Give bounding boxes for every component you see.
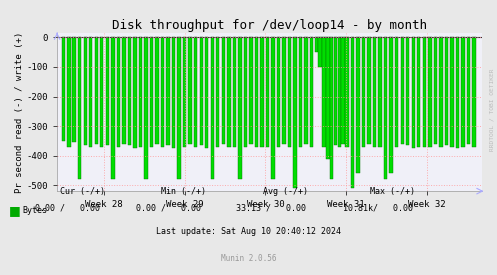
- Bar: [373, 37, 376, 147]
- Bar: [139, 37, 142, 147]
- Bar: [384, 37, 387, 179]
- Y-axis label: Pr second read (-) / write (+): Pr second read (-) / write (+): [15, 31, 24, 193]
- Bar: [277, 37, 280, 147]
- Bar: [310, 37, 314, 147]
- Bar: [144, 37, 148, 179]
- Bar: [233, 37, 236, 147]
- Bar: [472, 37, 476, 147]
- Bar: [100, 37, 103, 147]
- Bar: [89, 37, 92, 147]
- Bar: [288, 37, 291, 147]
- Bar: [305, 37, 308, 144]
- Bar: [362, 37, 365, 147]
- Bar: [401, 37, 404, 144]
- Text: 0.00 /   0.00: 0.00 / 0.00: [35, 204, 99, 212]
- Bar: [323, 37, 326, 147]
- Text: RRDTOOL / TOBI OETIKER: RRDTOOL / TOBI OETIKER: [490, 69, 495, 151]
- Bar: [222, 37, 225, 144]
- Bar: [227, 37, 231, 147]
- Bar: [255, 37, 258, 147]
- Bar: [68, 37, 71, 147]
- Text: Min (-/+): Min (-/+): [162, 187, 206, 196]
- Bar: [216, 37, 220, 147]
- Bar: [315, 37, 318, 52]
- Bar: [249, 37, 252, 144]
- Bar: [188, 37, 192, 144]
- Bar: [105, 37, 109, 145]
- Bar: [326, 37, 330, 159]
- Bar: [194, 37, 197, 147]
- Bar: [341, 37, 345, 144]
- Bar: [293, 37, 297, 188]
- Bar: [282, 37, 286, 144]
- Bar: [428, 37, 431, 147]
- Bar: [337, 37, 341, 147]
- Bar: [83, 37, 87, 145]
- Text: 0.00 /   0.00: 0.00 / 0.00: [137, 204, 201, 212]
- Bar: [133, 37, 137, 148]
- Bar: [78, 37, 82, 179]
- Bar: [266, 37, 269, 147]
- Bar: [395, 37, 399, 147]
- Bar: [177, 37, 181, 179]
- Bar: [94, 37, 98, 144]
- Bar: [319, 37, 322, 67]
- Bar: [439, 37, 442, 147]
- Bar: [299, 37, 302, 147]
- Bar: [417, 37, 420, 147]
- Bar: [467, 37, 470, 144]
- Bar: [351, 37, 354, 188]
- Bar: [161, 37, 164, 147]
- Bar: [156, 37, 159, 144]
- Bar: [211, 37, 214, 179]
- Bar: [345, 37, 349, 147]
- Bar: [183, 37, 186, 147]
- Bar: [199, 37, 203, 145]
- Bar: [456, 37, 459, 148]
- Text: Last update: Sat Aug 10 20:40:12 2024: Last update: Sat Aug 10 20:40:12 2024: [156, 227, 341, 235]
- Text: Bytes: Bytes: [22, 206, 47, 215]
- Bar: [260, 37, 264, 147]
- Bar: [422, 37, 426, 147]
- Bar: [111, 37, 114, 179]
- Text: 33.13 /   0.00: 33.13 / 0.00: [236, 204, 306, 212]
- Bar: [205, 37, 208, 148]
- Bar: [238, 37, 242, 179]
- Text: 10.81k/   0.00: 10.81k/ 0.00: [343, 204, 413, 212]
- Bar: [330, 37, 333, 179]
- Text: ■: ■: [9, 204, 21, 217]
- Title: Disk throughput for /dev/loop14 - by month: Disk throughput for /dev/loop14 - by mon…: [112, 19, 427, 32]
- Text: Max (-/+): Max (-/+): [370, 187, 415, 196]
- Bar: [117, 37, 120, 147]
- Bar: [356, 37, 360, 174]
- Text: Avg (-/+): Avg (-/+): [263, 187, 308, 196]
- Bar: [150, 37, 153, 147]
- Bar: [406, 37, 410, 145]
- Bar: [172, 37, 175, 148]
- Text: Munin 2.0.56: Munin 2.0.56: [221, 254, 276, 263]
- Bar: [73, 37, 76, 142]
- Bar: [461, 37, 465, 147]
- Bar: [244, 37, 247, 147]
- Bar: [434, 37, 437, 144]
- Bar: [378, 37, 382, 147]
- Bar: [166, 37, 170, 145]
- Bar: [334, 37, 337, 145]
- Bar: [271, 37, 275, 179]
- Bar: [128, 37, 131, 145]
- Bar: [450, 37, 454, 147]
- Bar: [62, 37, 65, 141]
- Bar: [390, 37, 393, 174]
- Text: Cur (-/+): Cur (-/+): [60, 187, 104, 196]
- Bar: [122, 37, 126, 144]
- Bar: [367, 37, 371, 144]
- Bar: [445, 37, 448, 145]
- Bar: [412, 37, 415, 148]
